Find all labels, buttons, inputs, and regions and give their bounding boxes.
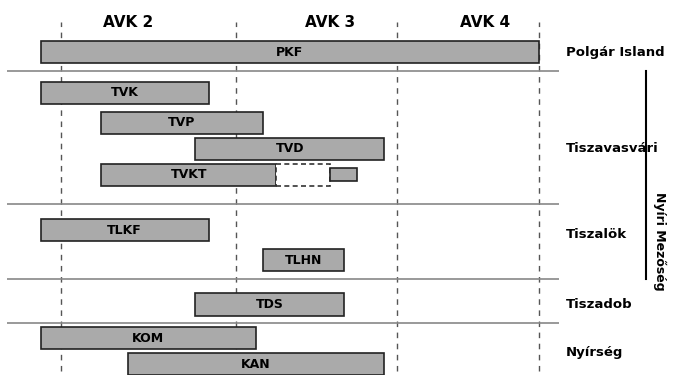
Bar [330,168,357,181]
Text: TVKT: TVKT [170,168,207,181]
Text: TDS: TDS [256,298,283,311]
Text: Tiszadob: Tiszadob [565,298,632,311]
Text: KOM: KOM [132,332,164,345]
Text: Nyíri Mezőség: Nyíri Mezőség [653,192,666,291]
Text: Nyírség: Nyírség [565,346,623,359]
Text: KAN: KAN [241,357,271,371]
Text: PKF: PKF [276,45,303,59]
Text: TLKF: TLKF [107,224,142,237]
Bar [41,219,209,241]
Text: Polgár Island: Polgár Island [565,45,664,59]
Bar [195,138,384,160]
Bar [101,111,262,134]
Bar [41,327,256,349]
Bar [128,353,384,375]
Text: TLHN: TLHN [284,254,322,266]
Text: TVP: TVP [168,116,196,129]
Bar [276,163,330,186]
Text: AVK 3: AVK 3 [305,15,355,30]
Bar [101,163,276,186]
Text: Tiszalök: Tiszalök [565,227,627,241]
Text: Tiszavasvári: Tiszavasvári [565,142,658,155]
Text: AVK 4: AVK 4 [460,15,510,30]
Text: TVD: TVD [275,142,304,155]
Bar [41,41,539,63]
Bar [262,249,344,271]
Text: AVK 2: AVK 2 [103,15,153,30]
Bar [195,293,344,316]
Text: TVK: TVK [111,86,139,99]
Bar [41,82,209,104]
